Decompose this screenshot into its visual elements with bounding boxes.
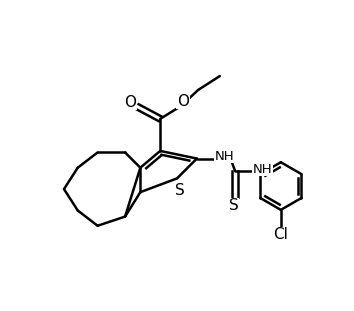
Text: O: O: [177, 94, 189, 109]
Text: Cl: Cl: [273, 227, 288, 242]
Text: O: O: [125, 95, 137, 109]
Text: S: S: [229, 198, 238, 213]
Text: NH: NH: [253, 163, 272, 176]
Text: S: S: [175, 183, 184, 197]
Text: NH: NH: [215, 150, 234, 163]
